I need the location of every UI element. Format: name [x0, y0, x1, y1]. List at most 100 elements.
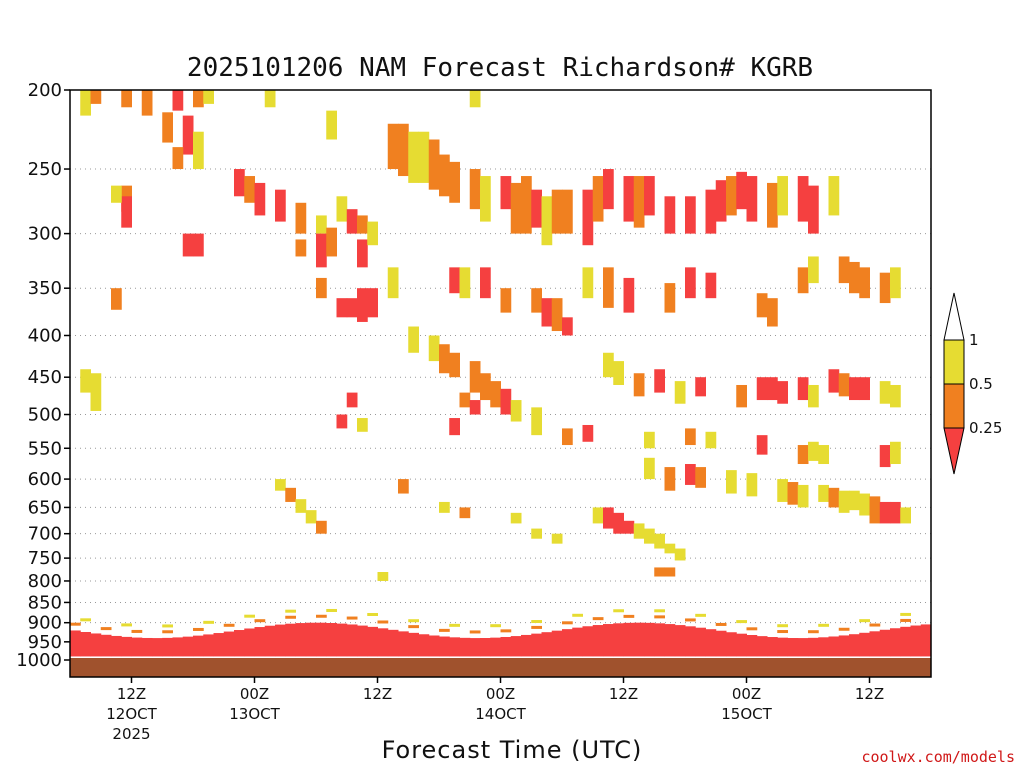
- ri-cell: [818, 445, 829, 465]
- ri-cell: [828, 369, 840, 393]
- ri-cell: [254, 182, 266, 216]
- ri-cell: [623, 520, 635, 534]
- boundary-cell: [121, 623, 132, 627]
- boundary-cell: [336, 623, 348, 657]
- ri-cell: [582, 424, 594, 442]
- legend-yellow: [943, 339, 965, 385]
- boundary-cell: [746, 634, 758, 657]
- boundary-cell: [162, 630, 173, 634]
- ri-cell: [664, 196, 676, 234]
- ri-cell: [500, 388, 512, 415]
- boundary-cell: [910, 625, 922, 657]
- boundary-cell: [244, 628, 255, 657]
- ri-cell: [879, 445, 891, 468]
- ri-cell: [531, 528, 542, 539]
- boundary-cell: [777, 637, 788, 657]
- ri-cell: [121, 90, 132, 108]
- ri-cell: [316, 233, 327, 268]
- ri-cell: [797, 484, 809, 508]
- x-tick-year: 2025: [112, 725, 150, 743]
- ri-cell: [469, 90, 481, 108]
- ri-cell: [469, 400, 481, 415]
- ri-cell: [746, 473, 758, 497]
- ri-cell: [80, 90, 91, 116]
- boundary-cell: [613, 609, 624, 613]
- ri-cell: [295, 202, 307, 234]
- ri-cell: [141, 90, 153, 116]
- ri-cell: [654, 567, 665, 577]
- boundary-cell: [531, 625, 542, 629]
- boundary-cell: [890, 628, 901, 657]
- ri-cell: [80, 369, 91, 393]
- legend-level-label: 0.5: [969, 375, 993, 393]
- credit-link[interactable]: coolwx.com/models: [861, 748, 1015, 766]
- boundary-cell: [100, 634, 112, 657]
- ri-cell: [500, 176, 512, 210]
- ri-cell: [767, 377, 778, 401]
- boundary-cell: [459, 637, 471, 657]
- ri-cell: [346, 298, 358, 318]
- boundary-cell: [900, 612, 911, 616]
- ri-cell: [264, 90, 276, 108]
- y-tick-label: 550: [28, 438, 62, 459]
- ri-cell: [357, 418, 368, 432]
- boundary-cell: [859, 619, 870, 623]
- ri-cell: [644, 457, 655, 480]
- ri-cell: [531, 189, 542, 228]
- boundary-cell: [838, 627, 850, 631]
- ri-cell: [510, 400, 522, 422]
- ri-cell: [890, 501, 901, 524]
- ri-cell: [377, 572, 389, 581]
- boundary-cell: [900, 618, 911, 622]
- boundary-cell: [674, 625, 686, 657]
- ri-cell: [715, 180, 727, 222]
- boundary-cell: [603, 624, 614, 657]
- ri-cell: [480, 176, 491, 222]
- ri-cell: [490, 381, 501, 408]
- ri-cell: [387, 123, 399, 170]
- ri-cell: [367, 221, 378, 246]
- boundary-cell: [377, 620, 389, 624]
- boundary-cell: [777, 624, 788, 628]
- ri-cell: [808, 441, 819, 461]
- ri-cell: [459, 267, 471, 299]
- ri-cell: [685, 267, 696, 299]
- boundary-cell: [736, 620, 747, 624]
- legend-bottom-arrow: [943, 427, 965, 475]
- boundary-cell: [900, 626, 911, 657]
- ri-cell: [521, 176, 532, 234]
- ri-cell: [428, 335, 440, 362]
- boundary-cell: [398, 631, 409, 657]
- ri-cell: [193, 131, 204, 170]
- ri-cell: [787, 482, 799, 505]
- ri-cell: [613, 361, 624, 385]
- x-tick-date: 13OCT: [229, 705, 280, 723]
- ri-cell: [336, 196, 348, 222]
- ri-cell: [890, 384, 901, 408]
- ri-cell: [510, 182, 522, 234]
- ri-cell: [849, 377, 860, 401]
- ri-cell: [449, 161, 460, 203]
- chart-title: 2025101206 NAM Forecast Richardson# KGRB: [187, 53, 813, 83]
- ri-cell: [818, 484, 829, 502]
- ri-cell: [172, 147, 184, 170]
- ri-cell: [90, 90, 102, 104]
- x-axis-label: Forecast Time (UTC): [382, 736, 643, 764]
- y-tick-label: 750: [28, 548, 62, 569]
- boundary-cell: [316, 614, 327, 618]
- y-tick-label: 300: [28, 224, 62, 245]
- boundary-cell: [80, 631, 91, 657]
- boundary-cell: [828, 636, 840, 657]
- ri-cell: [551, 189, 563, 234]
- ri-cell: [275, 479, 286, 491]
- boundary-cell: [808, 630, 819, 634]
- x-axis: 12Z 12OCT 2025 00Z 13OCT 12Z 00Z 14OCT 12Z 00Z 15O…: [106, 677, 884, 743]
- ri-cell: [551, 533, 563, 544]
- ri-cell: [654, 533, 665, 549]
- ri-cell: [808, 185, 819, 234]
- ri-cell: [736, 171, 747, 210]
- boundary-cell: [90, 633, 102, 657]
- ri-cell: [562, 428, 573, 446]
- ri-cell: [736, 384, 747, 408]
